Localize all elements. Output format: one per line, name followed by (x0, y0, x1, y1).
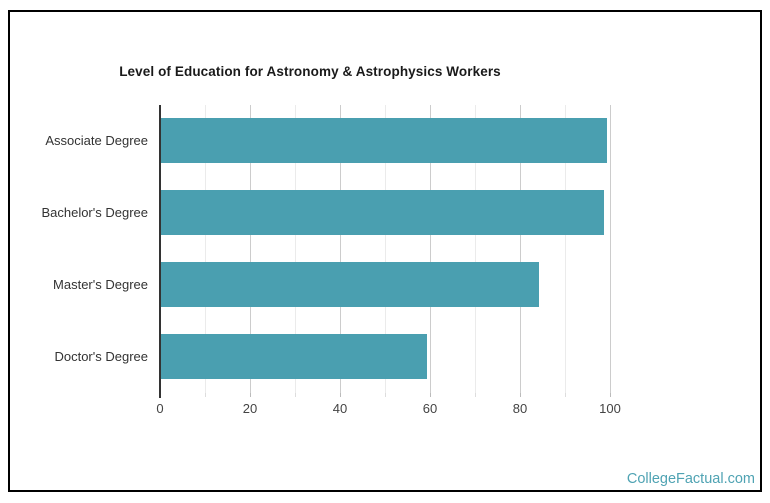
minor-gridline-x90 (565, 105, 566, 393)
x-axis-tick-label-0: 0 (156, 401, 164, 416)
x-axis-tick-label-40: 40 (332, 401, 348, 416)
x-axis-tick-label-80: 80 (512, 401, 528, 416)
collegefactual-watermark-link[interactable]: CollegeFactual.com (626, 471, 755, 487)
tick-mark-x60 (430, 393, 431, 397)
bar-bachelor-s-degree[interactable] (161, 190, 605, 235)
bar-associate-degree[interactable] (161, 118, 607, 163)
minor-gridline-x30 (295, 105, 296, 393)
major-gridline-x20 (250, 105, 251, 393)
category-label-associate-degree: Associate Degree (45, 132, 148, 148)
bar-master-s-degree[interactable] (161, 262, 539, 307)
tick-mark-x100 (610, 393, 611, 397)
major-gridline-x60 (430, 105, 431, 393)
tick-mark-x90 (565, 393, 566, 397)
x-axis-tick-label-20: 20 (242, 401, 258, 416)
category-label-master-s-degree: Master's Degree (53, 276, 148, 292)
minor-gridline-x70 (475, 105, 476, 393)
minor-gridline-x50 (385, 105, 386, 393)
tick-mark-x20 (250, 393, 251, 397)
tick-mark-x70 (475, 393, 476, 397)
tick-mark-x80 (520, 393, 521, 397)
tick-mark-x30 (295, 393, 296, 397)
category-label-bachelor-s-degree: Bachelor's Degree (41, 204, 148, 220)
tick-mark-x10 (205, 393, 206, 397)
bar-doctor-s-degree[interactable] (161, 334, 427, 379)
major-gridline-x80 (520, 105, 521, 393)
major-gridline-x40 (340, 105, 341, 393)
category-label-doctor-s-degree: Doctor's Degree (54, 348, 148, 364)
tick-mark-x50 (385, 393, 386, 397)
plot-area: Associate Degree Bachelor's Degree Master'… (41, 105, 655, 416)
chart-title: Level of Education for Astronomy & Astro… (119, 64, 501, 79)
tick-mark-x40 (340, 393, 341, 397)
major-gridline-x100 (610, 105, 611, 393)
x-axis-tick-label-100: 100 (599, 401, 621, 416)
x-axis-tick-label-60: 60 (422, 401, 438, 416)
y-axis-line (159, 105, 161, 398)
minor-gridline-x10 (205, 105, 206, 393)
